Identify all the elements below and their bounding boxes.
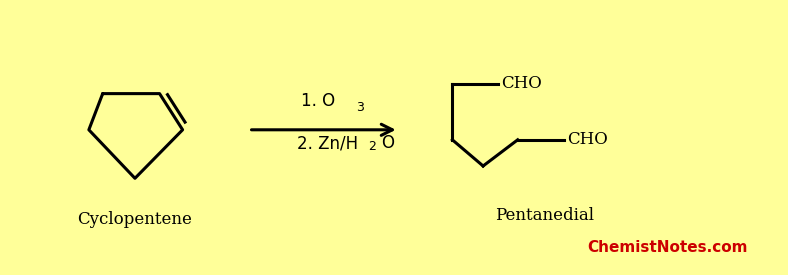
Text: CHO: CHO: [567, 131, 608, 148]
Text: CHO: CHO: [501, 75, 542, 92]
Text: 1. O: 1. O: [300, 92, 335, 110]
Text: 3: 3: [356, 101, 364, 114]
Text: 2: 2: [368, 140, 376, 153]
Text: Cyclopentene: Cyclopentene: [77, 211, 192, 228]
Text: 2. Zn/H: 2. Zn/H: [297, 134, 358, 152]
Text: O: O: [381, 134, 394, 152]
Text: Pentanedial: Pentanedial: [495, 207, 593, 224]
Text: ChemistNotes.com: ChemistNotes.com: [587, 240, 747, 255]
